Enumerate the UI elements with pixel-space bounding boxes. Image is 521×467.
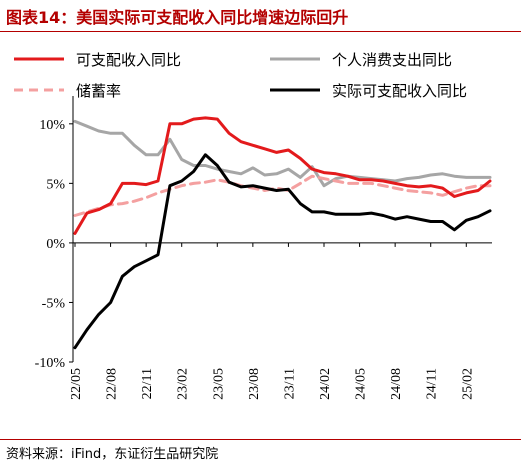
source-divider xyxy=(0,439,521,440)
legend-label: 可支配收入同比 xyxy=(76,51,181,69)
x-tick-label: 23/11 xyxy=(282,368,297,399)
legend-label: 储蓄率 xyxy=(76,82,121,100)
y-tick-label: 0% xyxy=(46,237,65,252)
x-tick-label: 24/08 xyxy=(389,368,404,400)
series-line-3 xyxy=(73,174,492,217)
x-tick-label: 23/08 xyxy=(247,368,262,400)
legend-label: 实际可支配收入同比 xyxy=(332,82,467,100)
y-tick-label: 5% xyxy=(46,177,65,192)
x-tick-label: 24/05 xyxy=(354,368,369,400)
x-tick-label: 23/05 xyxy=(211,368,226,400)
y-tick-label: -5% xyxy=(42,296,66,311)
legend-label: 个人消费支出同比 xyxy=(332,51,452,69)
series-line-2 xyxy=(73,119,492,188)
source-note: 资料来源：iFind，东证衍生品研究院 xyxy=(6,447,219,462)
x-tick-label: 22/11 xyxy=(140,368,155,399)
series-lines xyxy=(73,116,492,350)
x-tick-label: 25/02 xyxy=(460,368,475,400)
x-tick-label: 24/11 xyxy=(425,368,440,399)
series-line-4 xyxy=(73,153,492,350)
y-tick-label: 10% xyxy=(39,118,65,133)
chart-title: 图表14：美国实际可支配收入同比增速边际回升 xyxy=(6,8,349,27)
y-tick-label: -10% xyxy=(35,356,66,371)
x-tick-label: 22/05 xyxy=(69,368,84,400)
x-tick-label: 24/02 xyxy=(318,368,333,400)
x-tick-label: 23/02 xyxy=(176,368,191,400)
title-divider xyxy=(0,31,521,32)
x-tick-label: 22/08 xyxy=(105,368,120,400)
series-line-1 xyxy=(73,116,492,235)
axes: 10% 5% 0% -5% -10%22/05 22/08 22/11 23/02 23/05 2… xyxy=(35,96,492,400)
